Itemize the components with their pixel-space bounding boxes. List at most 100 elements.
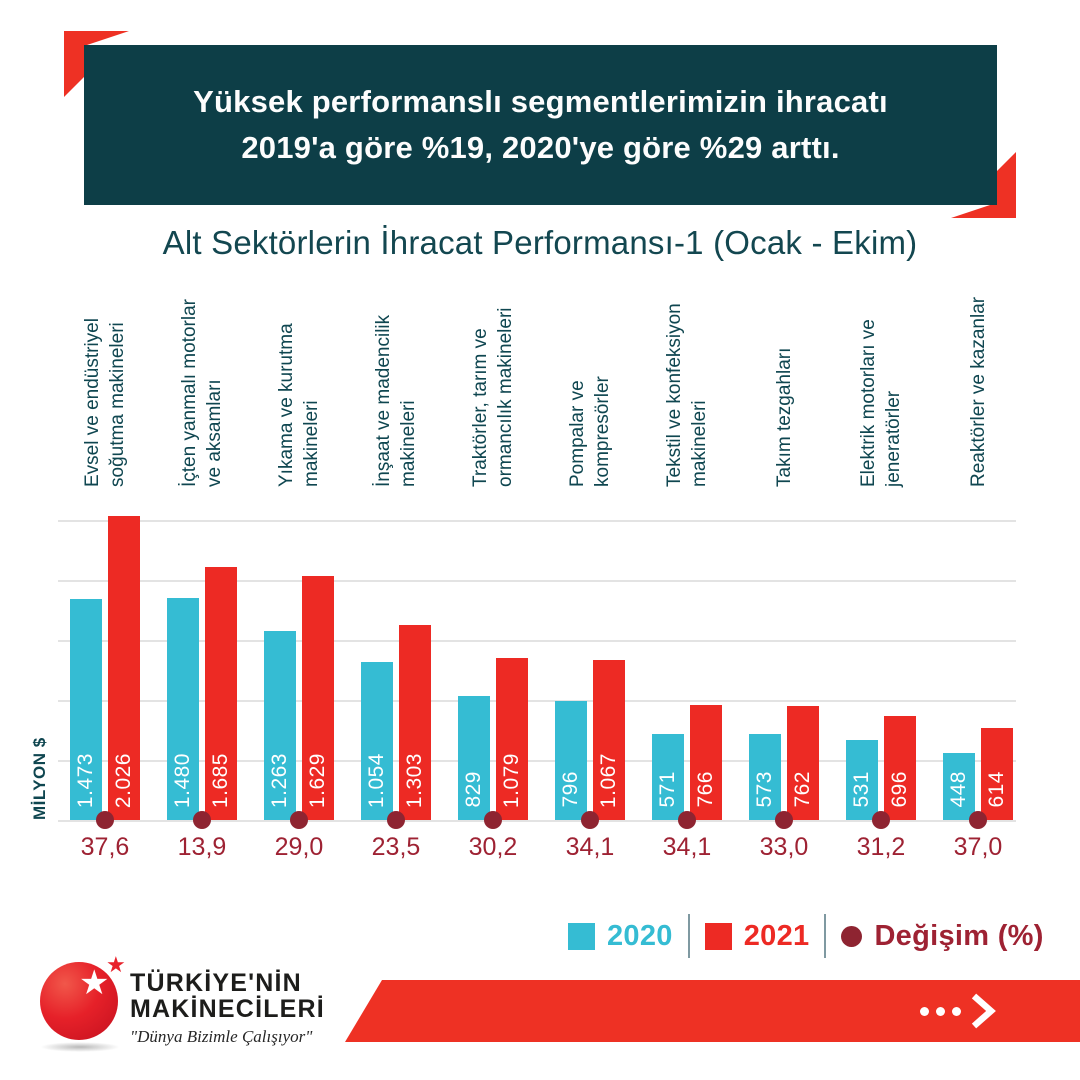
bar-2020: 531: [846, 740, 878, 820]
category-label: Reaktörler ve kazanlar: [967, 296, 989, 487]
brand-line1: TÜRKİYE'NİN: [130, 969, 302, 997]
bar-value-label: 1.480: [171, 752, 194, 808]
gridline: [58, 700, 1016, 702]
bar-value-label: 1.054: [365, 752, 388, 808]
category-label: Traktörler, tarım ve ormancılık makinele…: [470, 307, 516, 488]
bar-value-label: 829: [462, 771, 485, 808]
category-label: İnşaat ve madencilik makineleri: [373, 314, 419, 487]
change-dot: [678, 811, 696, 829]
bar-value-label: 796: [559, 771, 582, 808]
bar-2021: 1.079: [496, 658, 528, 820]
category-label: Evsel ve endüstriyel soğutma makineleri: [82, 318, 128, 487]
bar-chart: MİLYON $ Evsel ve endüstriyel soğutma ma…: [30, 296, 1016, 861]
bar-2020: 1.054: [361, 662, 393, 820]
bar-value-label: 2.026: [112, 752, 135, 808]
chevron-right-icon: [971, 993, 996, 1029]
bar-2021: 1.067: [593, 660, 625, 820]
change-percent-label: 34,1: [565, 833, 615, 861]
change-percent-label: 13,9: [177, 833, 227, 861]
bar-2020: 1.263: [264, 631, 296, 820]
brand-tagline: "Dünya Bizimle Çalışıyor": [130, 1027, 313, 1046]
gridline: [58, 820, 1016, 822]
ellipsis-dots-icon: [920, 1006, 961, 1016]
change-dot: [969, 811, 987, 829]
bar-2020: 829: [458, 696, 490, 820]
bar-2020: 796: [555, 701, 587, 820]
category-label: Takım tezgahları: [773, 347, 795, 487]
change-percent-label: 23,5: [371, 833, 421, 861]
corner-ribbon-top-left-icon: [64, 31, 129, 97]
category-label: Tekstil ve konfeksiyon makineleri: [664, 303, 710, 487]
change-dot: [96, 811, 114, 829]
gridline: [58, 760, 1016, 762]
bar-2020: 1.480: [167, 598, 199, 820]
change-percent-label: 37,6: [80, 833, 130, 861]
y-axis-label: MİLYON $: [30, 737, 49, 820]
legend-marker-degisim: [841, 925, 863, 947]
legend-divider: [824, 914, 827, 958]
brand-text: TÜRKİYE'NİN MAKİNECİLERİ "Dünya Bizimle …: [130, 970, 325, 1047]
legend-divider: [687, 914, 690, 958]
change-dot: [290, 811, 308, 829]
bar-2020: 573: [749, 734, 781, 820]
change-dot: [193, 811, 211, 829]
header-line2: 2019'a göre %19, 2020'ye göre %29 arttı.: [241, 130, 840, 165]
change-dot: [581, 811, 599, 829]
bar-2021: 762: [787, 706, 819, 820]
change-percent-label: 37,0: [953, 833, 1003, 861]
bar-value-label: 1.303: [403, 752, 426, 808]
change-dot: [387, 811, 405, 829]
legend-label-degisim: Değişim (%): [874, 919, 1044, 952]
change-percent-label: 33,0: [759, 833, 809, 861]
star-icon: ★: [79, 964, 110, 1002]
star-icon-small: ★: [106, 952, 126, 977]
bar-value-label: 1.263: [268, 752, 291, 808]
bar-2021: 766: [690, 705, 722, 820]
chart-legend: 2020 2021 Değişim (%): [568, 913, 1044, 959]
bar-value-label: 1.685: [209, 752, 232, 808]
category-label: Pompalar ve kompresörler: [567, 376, 613, 487]
banner-icons: [920, 980, 996, 1042]
bar-value-label: 571: [656, 771, 679, 808]
next-banner[interactable]: [345, 980, 1080, 1042]
change-percent-label: 31,2: [856, 833, 906, 861]
bar-value-label: 531: [850, 771, 873, 808]
category-label: Yıkama ve kurutma makineleri: [276, 323, 322, 487]
bar-value-label: 573: [753, 771, 776, 808]
change-dot: [484, 811, 502, 829]
legend-label-2020: 2020: [607, 919, 673, 952]
bar-value-label: 1.079: [500, 752, 523, 808]
bar-value-label: 1.067: [597, 752, 620, 808]
gridline: [58, 640, 1016, 642]
bar-2020: 1.473: [70, 599, 102, 820]
bar-value-label: 614: [985, 771, 1008, 808]
legend-label-2021: 2021: [743, 919, 810, 952]
change-dot: [872, 811, 890, 829]
gridline: [58, 580, 1016, 582]
bar-2021: 1.629: [302, 576, 334, 820]
bar-value-label: 1.629: [306, 752, 329, 808]
change-percent-label: 34,1: [662, 833, 712, 861]
brand-logo-circle: [40, 962, 118, 1040]
bar-2021: 696: [884, 716, 916, 820]
bar-2021: 2.026: [108, 516, 140, 820]
gridline: [58, 520, 1016, 522]
change-dot: [775, 811, 793, 829]
category-label: Elektrik motorları ve jeneratörler: [858, 319, 904, 487]
header-line1: Yüksek performanslı segmentlerimizin ihr…: [193, 84, 888, 119]
bar-2020: 571: [652, 734, 684, 820]
legend-swatch-2021: [704, 922, 732, 950]
bar-value-label: 766: [694, 771, 717, 808]
corner-ribbon-bottom-right-icon: [951, 152, 1016, 218]
category-label: İçten yanmalı motorlar ve aksamları: [179, 299, 225, 487]
bar-value-label: 696: [888, 771, 911, 808]
bar-2021: 1.685: [205, 567, 237, 820]
bar-value-label: 1.473: [74, 752, 97, 808]
chart-title: Alt Sektörlerin İhracat Performansı-1 (O…: [162, 224, 918, 261]
logo-shadow: [40, 1042, 120, 1052]
bar-value-label: 448: [947, 771, 970, 808]
legend-swatch-2020: [568, 922, 595, 950]
brand-line2: MAKİNECİLERİ: [130, 995, 325, 1023]
bar-2021: 1.303: [399, 625, 431, 820]
